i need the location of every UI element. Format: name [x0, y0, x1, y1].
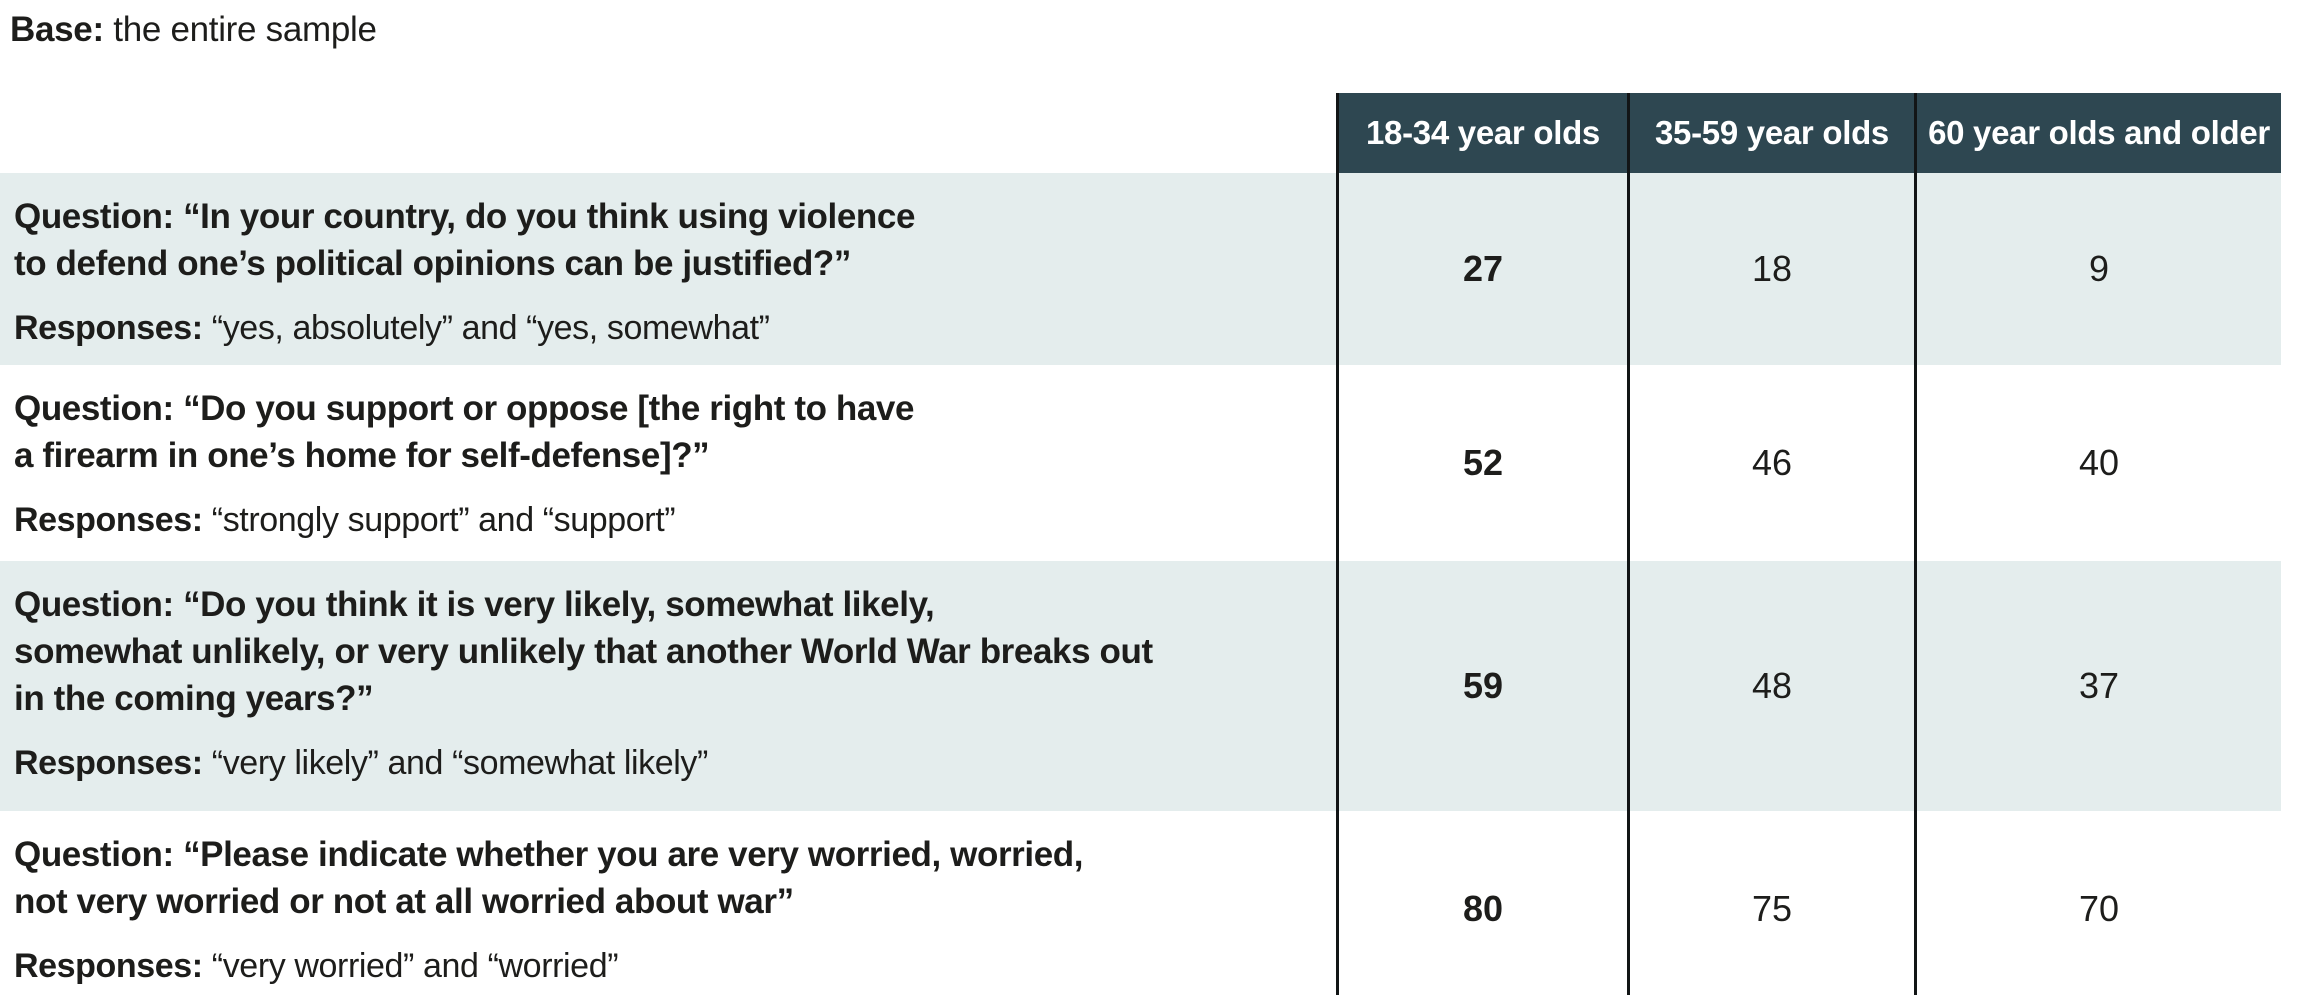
responses-label: Responses:: [14, 501, 203, 539]
responses-text: Responses: “strongly support” and “suppo…: [14, 501, 676, 539]
question-cell: Question: “In your country, do you think…: [0, 173, 1336, 365]
survey-table: 18-34 year olds 35-59 year olds 60 year …: [0, 93, 2281, 995]
column-header-60-older: 60 year olds and older: [1914, 93, 2281, 173]
responses-text: Responses: “very likely” and “somewhat l…: [14, 744, 708, 782]
responses-label: Responses:: [14, 744, 203, 782]
value-cell-35-59: 46: [1627, 365, 1914, 561]
question-text: Question: “Do you support or oppose [the…: [14, 389, 915, 475]
value-cell-60-older: 70: [1914, 811, 2281, 995]
table-header-row: 18-34 year olds 35-59 year olds 60 year …: [0, 93, 2281, 173]
column-header-35-59: 35-59 year olds: [1627, 93, 1914, 173]
question-label: Question:: [14, 197, 174, 236]
question-text: Question: “Do you think it is very likel…: [14, 585, 1153, 718]
base-label: Base:: [10, 10, 104, 49]
value-cell-60-older: 9: [1914, 173, 2281, 365]
question-cell: Question: “Do you think it is very likel…: [0, 561, 1336, 811]
value-cell-60-older: 37: [1914, 561, 2281, 811]
responses-label: Responses:: [14, 947, 203, 985]
question-cell: Question: “Do you support or oppose [the…: [0, 365, 1336, 561]
value-cell-18-34: 52: [1336, 365, 1627, 561]
question-label: Question:: [14, 389, 174, 428]
table-row-firearm-support: Question: “Do you support or oppose [the…: [0, 365, 2281, 561]
value-cell-35-59: 48: [1627, 561, 1914, 811]
base-note: Base: the entire sample: [10, 8, 2302, 52]
value-cell-18-34: 80: [1336, 811, 1627, 995]
value-cell-35-59: 18: [1627, 173, 1914, 365]
value-cell-35-59: 75: [1627, 811, 1914, 995]
responses-text: Responses: “very worried” and “worried”: [14, 947, 619, 985]
table-row-world-war-likelihood: Question: “Do you think it is very likel…: [0, 561, 2281, 811]
question-cell: Question: “Please indicate whether you a…: [0, 811, 1336, 995]
question-label: Question:: [14, 585, 174, 624]
question-text: Question: “Please indicate whether you a…: [14, 835, 1084, 921]
table-row-violence-justified: Question: “In your country, do you think…: [0, 173, 2281, 365]
value-cell-18-34: 27: [1336, 173, 1627, 365]
header-spacer: [0, 93, 1336, 173]
table-row-worried-about-war: Question: “Please indicate whether you a…: [0, 811, 2281, 995]
value-cell-18-34: 59: [1336, 561, 1627, 811]
responses-label: Responses:: [14, 309, 203, 347]
column-header-18-34: 18-34 year olds: [1336, 93, 1627, 173]
question-text: Question: “In your country, do you think…: [14, 197, 916, 283]
question-label: Question:: [14, 835, 174, 874]
value-cell-60-older: 40: [1914, 365, 2281, 561]
base-text: the entire sample: [113, 10, 377, 49]
responses-text: Responses: “yes, absolutely” and “yes, s…: [14, 309, 770, 347]
